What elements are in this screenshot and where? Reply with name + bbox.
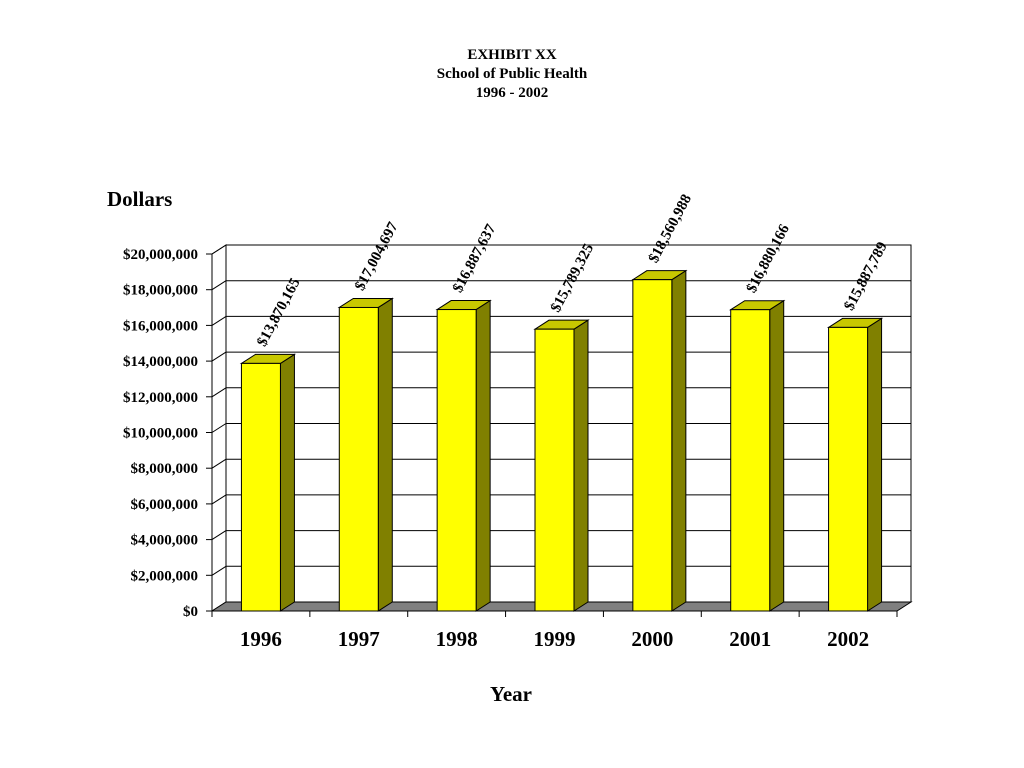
chart-title-block: EXHIBIT XX School of Public Health 1996 … bbox=[0, 46, 1024, 103]
x-tick-label: 2000 bbox=[631, 627, 673, 651]
bar bbox=[534, 328, 575, 612]
bar bbox=[338, 306, 379, 612]
gridline-side bbox=[211, 387, 227, 398]
bar-side bbox=[671, 269, 687, 612]
x-tick-label: 1999 bbox=[534, 627, 576, 651]
y-tick-label: $8,000,000 bbox=[131, 461, 199, 477]
chart-title: EXHIBIT XX bbox=[467, 47, 557, 63]
chart-date-range: 1996 - 2002 bbox=[475, 85, 549, 101]
gridline-side bbox=[211, 244, 227, 255]
x-tick-label: 2001 bbox=[729, 627, 771, 651]
bar bbox=[632, 279, 673, 612]
y-axis-title: Dollars bbox=[107, 187, 172, 211]
y-tick-label: $10,000,000 bbox=[123, 426, 198, 442]
bar-side bbox=[867, 317, 883, 612]
gridline-side bbox=[211, 530, 227, 541]
y-tick-label: $14,000,000 bbox=[123, 354, 198, 370]
y-tick-label: $6,000,000 bbox=[131, 497, 199, 513]
y-tick-label: $18,000,000 bbox=[123, 283, 198, 299]
gridline-side bbox=[211, 423, 227, 433]
gridline-side bbox=[211, 280, 227, 291]
y-tick-label: $20,000,000 bbox=[123, 247, 198, 263]
x-tick-label: 1996 bbox=[240, 627, 282, 651]
bar bbox=[730, 309, 771, 612]
x-tick-label: 1997 bbox=[338, 627, 380, 651]
x-axis-title: Year bbox=[490, 682, 532, 706]
y-tick-label: $0 bbox=[183, 604, 198, 620]
y-tick-label: $4,000,000 bbox=[131, 533, 199, 549]
y-tick-label: $12,000,000 bbox=[123, 390, 198, 406]
gridline-side bbox=[211, 458, 227, 469]
bar bbox=[436, 309, 477, 612]
bar-side bbox=[279, 353, 295, 612]
x-tick-label: 1998 bbox=[436, 627, 478, 651]
gridline-side bbox=[211, 315, 227, 326]
bar bbox=[828, 326, 869, 612]
gridline-side bbox=[211, 494, 227, 505]
x-tick-label: 2002 bbox=[827, 627, 869, 651]
bar-side bbox=[573, 319, 589, 612]
gridline-side bbox=[211, 351, 227, 362]
bar-side bbox=[475, 299, 491, 612]
bar bbox=[240, 362, 281, 612]
y-tick-label: $2,000,000 bbox=[131, 568, 199, 584]
chart-subtitle: School of Public Health bbox=[436, 66, 588, 82]
bar-side bbox=[377, 297, 393, 612]
gridline-side bbox=[211, 565, 227, 576]
y-tick-label: $16,000,000 bbox=[123, 318, 198, 334]
bar-side bbox=[769, 299, 785, 612]
